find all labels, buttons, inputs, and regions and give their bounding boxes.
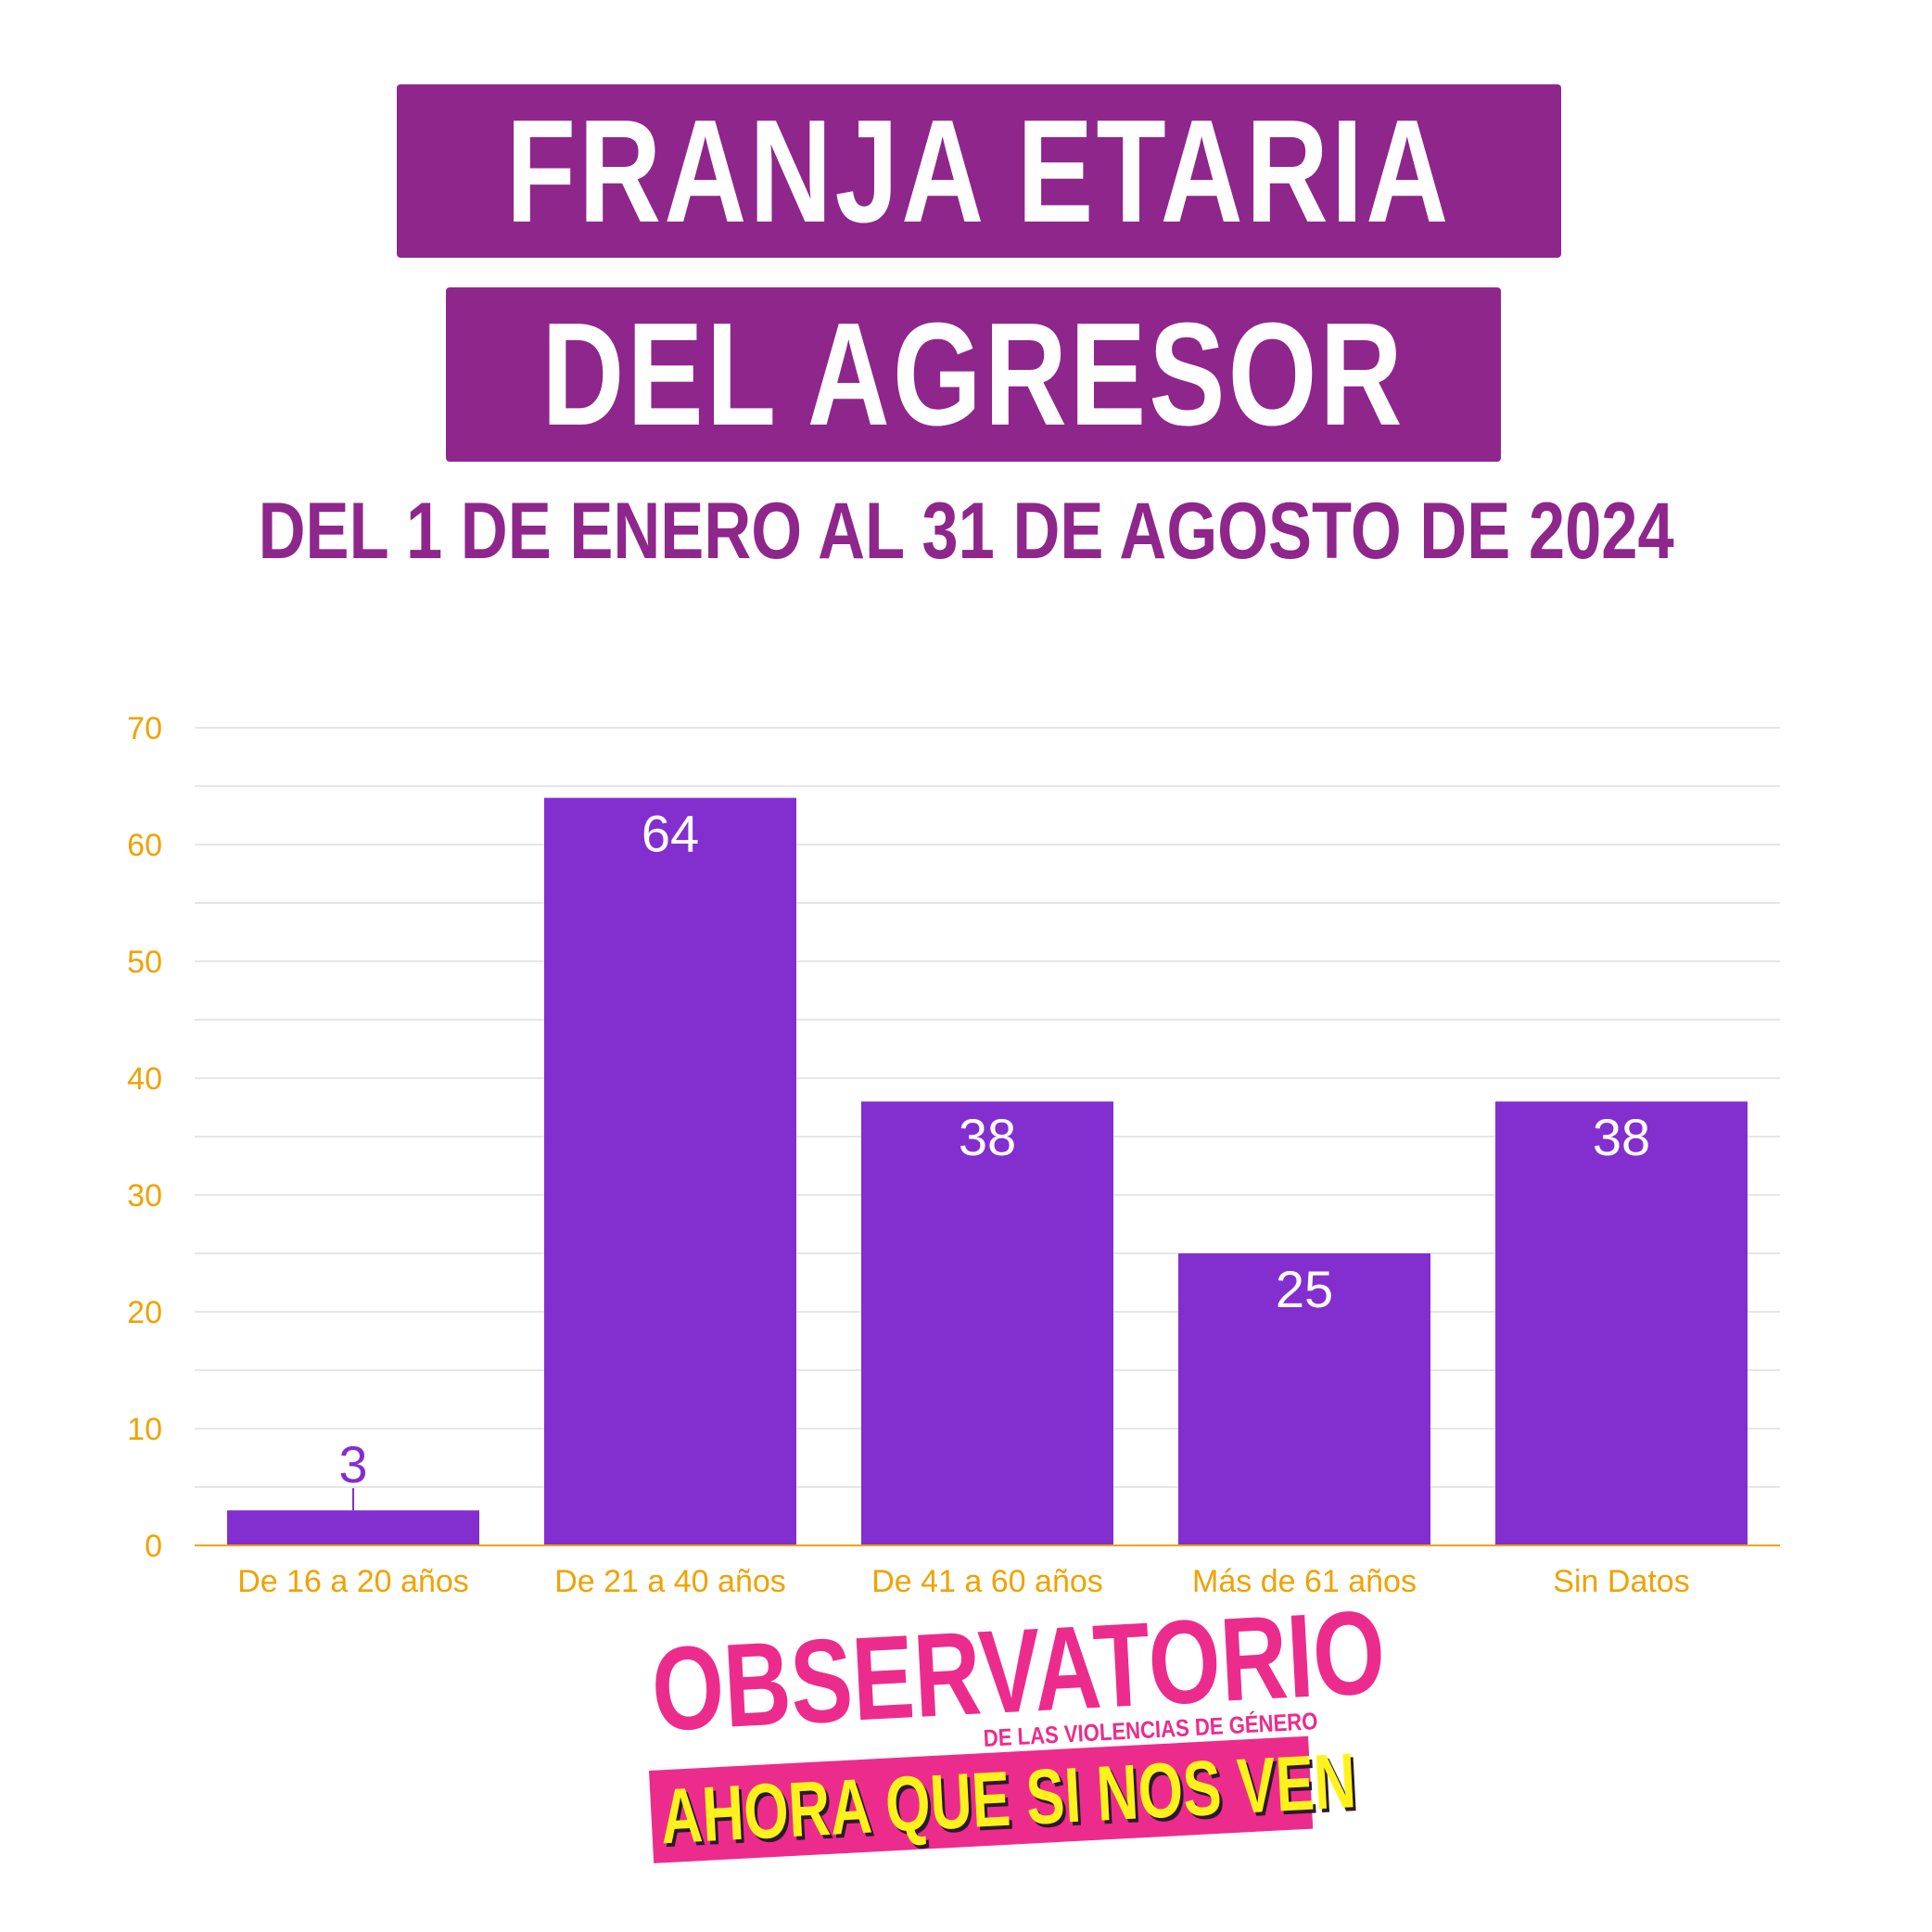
y-tick-label: 50 xyxy=(127,945,162,980)
chart-subtitle: DEL 1 DE ENERO AL 31 DE AGOSTO DE 2024 xyxy=(0,491,1932,571)
bar xyxy=(1178,1253,1430,1545)
observatorio-logo: OBSERVATORIO DE LAS VIOLENCIAS DE GÉNERO… xyxy=(649,1586,1388,1900)
bar xyxy=(227,1510,479,1545)
data-label: 38 xyxy=(959,1108,1016,1166)
y-tick-label: 40 xyxy=(127,1061,162,1097)
data-label: 64 xyxy=(642,805,699,863)
y-tick-label: 10 xyxy=(127,1412,162,1447)
x-tick-label: De 16 a 20 años xyxy=(237,1564,469,1599)
y-tick-label: 60 xyxy=(127,828,162,863)
x-axis-ticks: De 16 a 20 años De 21 a 40 años De 41 a 60… xyxy=(237,1564,1689,1599)
y-tick-label: 30 xyxy=(127,1178,162,1214)
chart-subtitle-text: DEL 1 DE ENERO AL 31 DE AGOSTO DE 2024 xyxy=(258,487,1674,576)
title-banner-2: DEL AGRESOR xyxy=(446,287,1501,462)
data-label: 25 xyxy=(1276,1260,1333,1318)
y-tick-label: 70 xyxy=(127,711,162,746)
bar xyxy=(1495,1101,1748,1545)
chart-title-line-2: DEL AGRESOR xyxy=(541,293,1405,456)
data-label: 38 xyxy=(1593,1108,1650,1166)
bar xyxy=(861,1101,1113,1545)
x-tick-label: Sin Datos xyxy=(1553,1564,1689,1599)
y-tick-label: 20 xyxy=(127,1295,162,1330)
y-axis-ticks: 0 10 20 30 40 50 60 70 xyxy=(127,711,162,1564)
data-label: 3 xyxy=(338,1435,367,1493)
x-tick-label: De 21 a 40 años xyxy=(554,1564,786,1599)
chart-title-line-1: FRANJA ETARIA xyxy=(506,89,1452,253)
y-tick-label: 0 xyxy=(145,1529,162,1564)
title-banner-1: FRANJA ETARIA xyxy=(397,84,1561,258)
x-tick-label: Más de 61 años xyxy=(1192,1564,1417,1599)
x-tick-label: De 41 a 60 años xyxy=(871,1564,1103,1599)
bar xyxy=(544,797,796,1545)
logo-band: AHORA QUE SI NOS VEN xyxy=(649,1736,1358,1863)
logo-slogan: AHORA QUE SI NOS VEN xyxy=(658,1735,1358,1860)
value-labels: 3 64 38 25 38 xyxy=(338,805,1650,1511)
bars xyxy=(227,797,1748,1545)
